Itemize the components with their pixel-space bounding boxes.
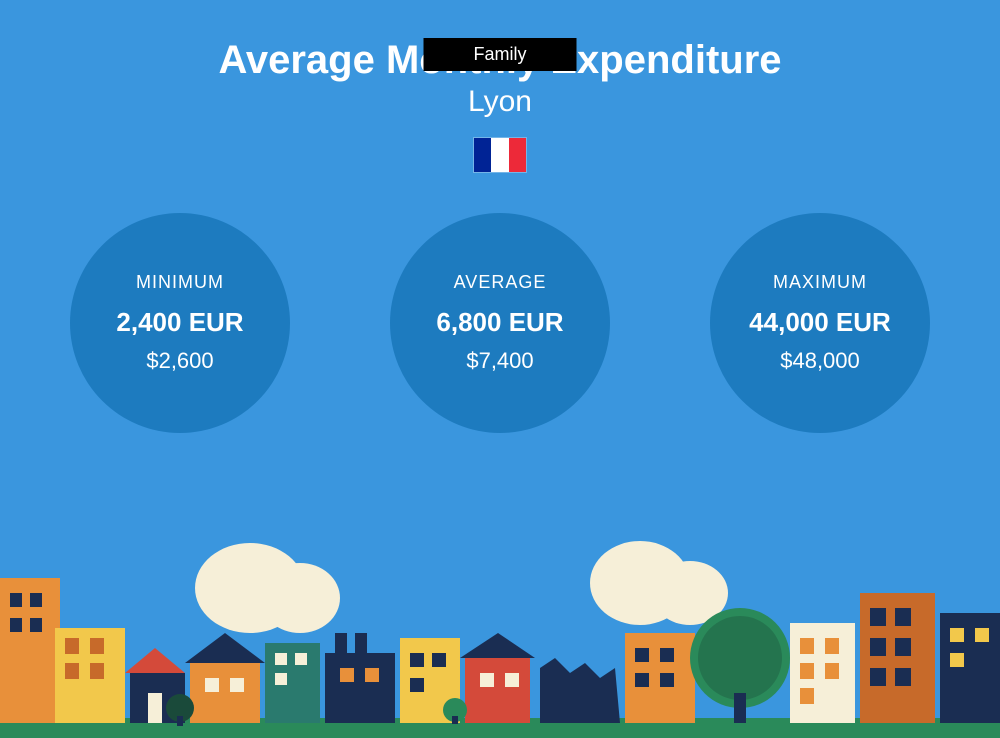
stat-circle-average: AVERAGE 6,800 EUR $7,400 bbox=[390, 213, 610, 433]
country-flag bbox=[473, 137, 527, 173]
city-name: Lyon bbox=[0, 85, 1000, 119]
stat-label: MAXIMUM bbox=[773, 272, 867, 293]
stat-primary: 44,000 EUR bbox=[749, 307, 891, 338]
flag-stripe-blue bbox=[474, 138, 491, 172]
stat-secondary: $48,000 bbox=[780, 348, 860, 374]
category-badge: Family bbox=[424, 38, 577, 71]
cityscape-illustration bbox=[0, 538, 1000, 738]
stat-primary: 6,800 EUR bbox=[436, 307, 563, 338]
stat-label: AVERAGE bbox=[454, 272, 547, 293]
stat-secondary: $2,600 bbox=[146, 348, 213, 374]
flag-stripe-white bbox=[491, 138, 508, 172]
stat-primary: 2,400 EUR bbox=[116, 307, 243, 338]
stat-secondary: $7,400 bbox=[466, 348, 533, 374]
stats-row: MINIMUM 2,400 EUR $2,600 AVERAGE 6,800 E… bbox=[0, 213, 1000, 433]
flag-stripe-red bbox=[509, 138, 526, 172]
stat-circle-minimum: MINIMUM 2,400 EUR $2,600 bbox=[70, 213, 290, 433]
stat-label: MINIMUM bbox=[136, 272, 224, 293]
stat-circle-maximum: MAXIMUM 44,000 EUR $48,000 bbox=[710, 213, 930, 433]
